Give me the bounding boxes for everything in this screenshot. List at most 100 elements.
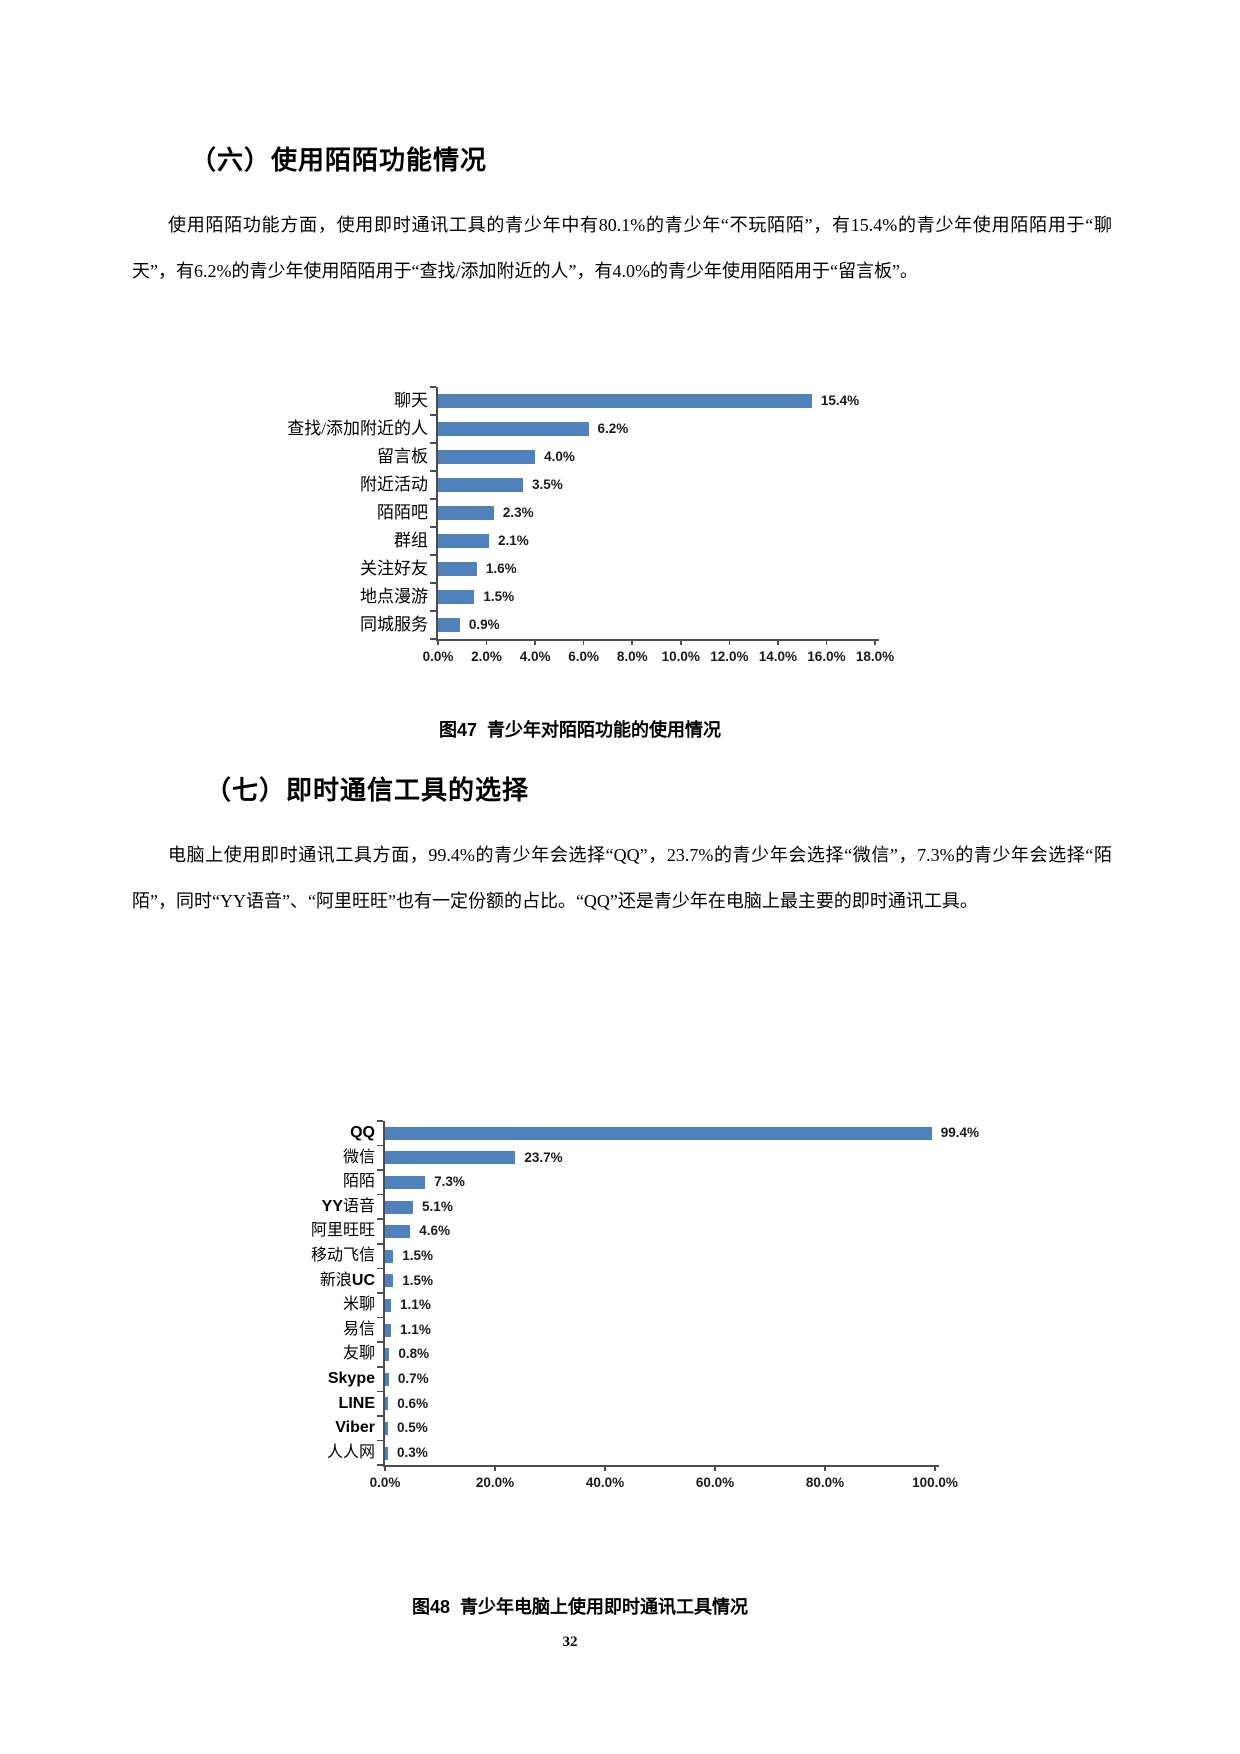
value-label: 1.5% — [483, 589, 515, 604]
value-axis-tick-label: 2.0% — [471, 649, 502, 664]
category-label: 陌陌吧 — [377, 503, 428, 522]
value-label: 0.9% — [468, 617, 500, 632]
section-6-paragraph: 使用陌陌功能方面，使用即时通讯工具的青少年中有80.1%的青少年“不玩陌陌”，有… — [132, 215, 1112, 281]
category-axis-tick — [377, 1169, 383, 1171]
category-axis-tick — [377, 1341, 383, 1343]
value-axis-tick-label: 12.0% — [710, 649, 749, 664]
category-axis-tick — [430, 414, 436, 416]
value-axis-tick-label: 4.0% — [519, 649, 551, 664]
value-axis-tick-label: 20.0% — [475, 1475, 515, 1491]
value-label: 99.4% — [940, 1125, 979, 1140]
category-label: QQ — [350, 1124, 375, 1141]
value-axis-tick — [485, 639, 488, 645]
category-axis-tick — [377, 1144, 383, 1147]
category-axis-tick — [377, 1415, 383, 1417]
category-axis-tick — [430, 386, 436, 388]
value-axis-tick-label: 16.0% — [807, 649, 846, 664]
bar — [438, 506, 494, 520]
category-axis-line — [436, 387, 438, 639]
value-label: 1.1% — [400, 1297, 431, 1313]
bar — [438, 590, 475, 604]
bar — [385, 1397, 389, 1411]
figure-47-caption: 图47 青少年对陌陌功能的使用情况 — [438, 720, 722, 740]
value-label: 1.1% — [400, 1321, 431, 1337]
category-label: 地点漫游 — [360, 587, 428, 606]
category-label: 米聊 — [342, 1296, 375, 1314]
bar — [385, 1151, 516, 1165]
value-label: 4.0% — [544, 449, 575, 464]
value-label: 1.5% — [402, 1272, 434, 1288]
bar — [385, 1422, 388, 1435]
category-axis-tick — [377, 1193, 383, 1196]
section-6-heading: （六）使用陌陌功能情况 — [190, 145, 488, 175]
value-label: 4.6% — [419, 1223, 451, 1239]
value-axis-tick — [494, 1465, 496, 1472]
category-label: 关注好友 — [360, 559, 428, 578]
value-axis-tick-label: 10.0% — [661, 649, 700, 664]
category-label: 查找/添加附近的人 — [287, 419, 428, 438]
bar — [385, 1299, 392, 1312]
value-axis-tick — [604, 1465, 606, 1472]
value-axis-tick — [680, 639, 682, 645]
category-axis-tick — [430, 638, 436, 640]
bar — [385, 1348, 390, 1362]
category-label: LINE — [338, 1394, 375, 1412]
value-label: 3.5% — [531, 477, 563, 492]
category-label: 阿里旺旺 — [310, 1222, 375, 1240]
value-axis-tick-label: 8.0% — [616, 649, 648, 664]
bar — [385, 1126, 932, 1140]
category-label: 微信 — [342, 1148, 375, 1166]
category-axis-tick — [377, 1464, 383, 1466]
bar — [385, 1249, 394, 1263]
value-label: 7.3% — [434, 1174, 465, 1190]
value-label: 1.5% — [402, 1248, 434, 1263]
page-number: 32 — [562, 1634, 578, 1650]
value-label: 5.1% — [422, 1198, 453, 1214]
category-label: 群组 — [394, 531, 428, 550]
figure-48-caption: 图48 青少年电脑上使用即时通讯工具情况 — [411, 1597, 749, 1617]
bar — [385, 1200, 414, 1214]
category-axis-tick — [377, 1267, 383, 1270]
value-axis-tick — [631, 639, 633, 645]
bar — [385, 1372, 389, 1386]
category-axis-tick — [377, 1218, 383, 1220]
value-axis-tick — [824, 1465, 826, 1472]
value-axis-tick — [777, 639, 779, 645]
value-axis-tick-label: 80.0% — [805, 1475, 845, 1491]
value-axis-tick — [437, 639, 439, 645]
bar — [438, 478, 523, 492]
value-axis-line — [436, 639, 879, 641]
bar — [438, 618, 460, 632]
value-label: 2.1% — [497, 533, 529, 548]
category-axis-tick — [430, 610, 436, 612]
value-axis-tick — [825, 639, 828, 645]
category-axis-tick — [377, 1316, 383, 1319]
value-axis-tick — [582, 639, 585, 645]
value-label: 1.6% — [485, 561, 517, 576]
category-label: 聊天 — [394, 391, 428, 410]
figure-48-bar-chart: QQ 99.4% 微信 23.7% 陌陌 7.3% YY语音 5.1% 阿里旺旺 4.6% 移动飞信… — [287, 1120, 1015, 1507]
category-label: 人人网 — [326, 1443, 375, 1461]
value-label: 6.2% — [597, 421, 629, 436]
value-axis-tick-label: 18.0% — [855, 649, 895, 664]
category-axis-tick — [377, 1439, 383, 1442]
category-label: Skype — [327, 1370, 375, 1387]
category-axis-tick — [377, 1390, 383, 1393]
value-label: 0.3% — [397, 1444, 428, 1460]
value-axis-tick-label: 100.0% — [912, 1475, 958, 1491]
category-axis-tick — [377, 1243, 383, 1245]
value-label: 0.6% — [397, 1395, 429, 1411]
figure-47-bar-chart: 聊天 15.4% 查找/添加附近的人 6.2% 留言板 4.0% 附近活动 3.5% 陌陌吧 2.… — [280, 386, 955, 681]
section-7-paragraph: 电脑上使用即时通讯工具方面，99.4%的青少年会选择“QQ”，23.7%的青少年… — [132, 845, 1112, 911]
category-axis-line — [383, 1121, 385, 1466]
section-7-heading: （七）即时通信工具的选择 — [205, 775, 530, 805]
value-axis-tick-label: 0.0% — [422, 649, 454, 664]
category-axis-tick — [377, 1292, 383, 1294]
category-label: YY语音 — [321, 1197, 375, 1215]
bar — [385, 1274, 394, 1288]
category-label: 陌陌 — [342, 1173, 375, 1191]
bar — [385, 1323, 392, 1337]
value-label: 0.8% — [398, 1346, 430, 1362]
value-label: 0.5% — [397, 1420, 428, 1436]
